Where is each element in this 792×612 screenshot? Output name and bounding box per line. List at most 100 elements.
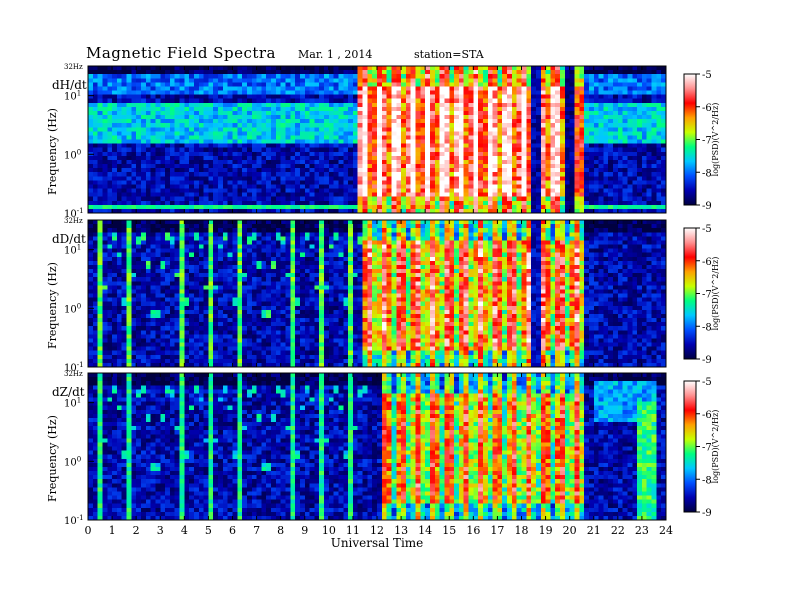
heatmap-cell	[280, 176, 286, 181]
heatmap-cell	[246, 184, 253, 189]
heatmap-cell	[352, 127, 359, 132]
heatmap-cell	[367, 127, 373, 132]
heatmap-cell	[275, 127, 282, 132]
heatmap-cell	[150, 326, 156, 331]
heatmap-cell	[434, 147, 441, 153]
heatmap-cell	[401, 180, 407, 185]
heatmap-cell	[574, 86, 580, 91]
heatmap-cell	[661, 196, 667, 202]
heatmap-cell	[555, 82, 561, 87]
heatmap-cell	[309, 70, 315, 75]
heatmap-cell	[203, 110, 209, 116]
heatmap-cell	[140, 220, 147, 225]
heatmap-cell	[560, 131, 566, 136]
heatmap-cell	[150, 208, 156, 214]
heatmap-cell	[237, 204, 243, 210]
heatmap-cell	[112, 260, 118, 266]
heatmap-cell	[275, 90, 282, 95]
heatmap-cell	[261, 119, 267, 124]
heatmap-cell	[112, 123, 118, 128]
heatmap-cell	[179, 74, 185, 79]
heatmap-cell	[328, 94, 335, 100]
heatmap-cell	[550, 110, 556, 116]
heatmap-cell	[126, 244, 132, 249]
heatmap-cell	[261, 159, 267, 165]
heatmap-cell	[121, 208, 127, 214]
heatmap-cell	[545, 115, 551, 120]
heatmap-cell	[487, 147, 493, 153]
heatmap-cell	[261, 172, 267, 177]
heatmap-cell	[425, 143, 431, 149]
heatmap-cell	[92, 264, 99, 270]
heatmap-cell	[319, 159, 325, 165]
heatmap-cell	[324, 200, 330, 206]
heatmap-cell	[405, 139, 412, 144]
heatmap-cell	[439, 184, 445, 189]
heatmap-cell	[271, 110, 277, 116]
heatmap-cell	[271, 102, 277, 108]
heatmap-cell	[150, 252, 156, 258]
heatmap-cell	[266, 208, 272, 214]
heatmap-cell	[574, 98, 580, 104]
heatmap-cell	[140, 94, 147, 100]
heatmap-cell	[429, 70, 436, 75]
heatmap-cell	[145, 176, 152, 181]
heatmap-cell	[410, 119, 416, 124]
heatmap-cell	[126, 330, 132, 335]
heatmap-cell	[415, 176, 421, 181]
heatmap-cell	[275, 119, 282, 124]
heatmap-cell	[198, 66, 204, 71]
heatmap-cell	[560, 147, 566, 153]
heatmap-cell	[627, 70, 633, 75]
heatmap-cell	[271, 139, 277, 144]
heatmap-cell	[309, 86, 315, 91]
heatmap-cell	[208, 196, 214, 202]
heatmap-cell	[511, 102, 518, 108]
heatmap-cell	[324, 159, 330, 165]
heatmap-cell	[121, 131, 127, 136]
heatmap-cell	[246, 115, 253, 120]
heatmap-cell	[550, 139, 556, 144]
heatmap-cell	[222, 192, 229, 198]
heatmap-cell	[314, 184, 320, 189]
heatmap-cell	[492, 155, 498, 161]
heatmap-cell	[232, 176, 238, 181]
heatmap-cell	[309, 74, 315, 79]
heatmap-cell	[516, 90, 522, 95]
heatmap-cell	[92, 131, 99, 136]
heatmap-cell	[140, 200, 147, 206]
heatmap-cell	[319, 147, 325, 153]
heatmap-cell	[222, 86, 229, 91]
heatmap-cell	[555, 172, 561, 177]
heatmap-cell	[256, 147, 262, 153]
heatmap-cell	[579, 82, 585, 87]
heatmap-cell	[218, 127, 224, 132]
heatmap-cell	[92, 208, 99, 214]
heatmap-cell	[348, 147, 354, 153]
heatmap-cell	[198, 106, 204, 112]
heatmap-cell	[560, 66, 566, 71]
heatmap-cell	[502, 98, 508, 104]
heatmap-cell	[121, 135, 127, 140]
heatmap-cell	[160, 115, 166, 120]
heatmap-cell	[160, 135, 166, 140]
heatmap-cell	[603, 168, 609, 173]
heatmap-cell	[420, 127, 426, 132]
heatmap-cell	[454, 119, 460, 124]
heatmap-cell	[304, 155, 310, 161]
heatmap-cell	[661, 200, 667, 206]
heatmap-cell	[439, 131, 445, 136]
heatmap-cell	[160, 192, 166, 198]
heatmap-cell	[271, 74, 277, 79]
heatmap-cell	[478, 90, 484, 95]
heatmap-cell	[97, 123, 103, 128]
heatmap-cell	[150, 318, 156, 323]
heatmap-cell	[425, 102, 431, 108]
heatmap-cell	[97, 293, 103, 298]
heatmap-cell	[116, 192, 123, 198]
heatmap-cell	[218, 172, 224, 177]
heatmap-cell	[661, 147, 667, 153]
heatmap-cell	[487, 204, 493, 210]
heatmap-cell	[174, 106, 180, 112]
heatmap-cell	[574, 127, 580, 132]
